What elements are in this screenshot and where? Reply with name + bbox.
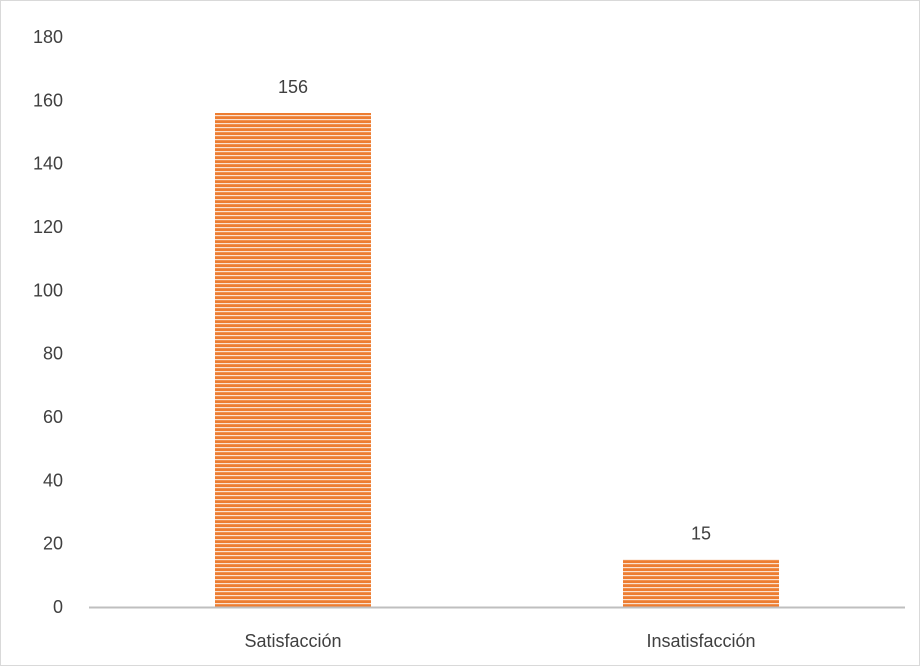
- bar-insatisfacci-n: [623, 559, 779, 607]
- x-category-label: Insatisfacción: [646, 631, 755, 651]
- y-tick-label: 20: [43, 534, 63, 554]
- x-category-label: Satisfacción: [244, 631, 341, 651]
- y-tick-label: 120: [33, 217, 63, 237]
- y-tick-label: 160: [33, 90, 63, 110]
- y-tick-label: 60: [43, 407, 63, 427]
- x-axis-categories: Satisfacción Insatisfacción: [244, 631, 755, 651]
- y-tick-label: 180: [33, 27, 63, 47]
- data-label: 15: [691, 524, 711, 544]
- bars: [215, 113, 779, 607]
- y-tick-label: 40: [43, 470, 63, 490]
- data-label: 156: [278, 77, 308, 97]
- y-tick-label: 140: [33, 154, 63, 174]
- data-labels: 156 15: [278, 77, 711, 544]
- y-tick-label: 80: [43, 344, 63, 364]
- y-axis-ticks: 0 20 40 60 80 100 120 140 160 180: [33, 27, 63, 617]
- y-tick-label: 0: [53, 597, 63, 617]
- y-tick-label: 100: [33, 280, 63, 300]
- bar-satisfacci-n: [215, 113, 371, 607]
